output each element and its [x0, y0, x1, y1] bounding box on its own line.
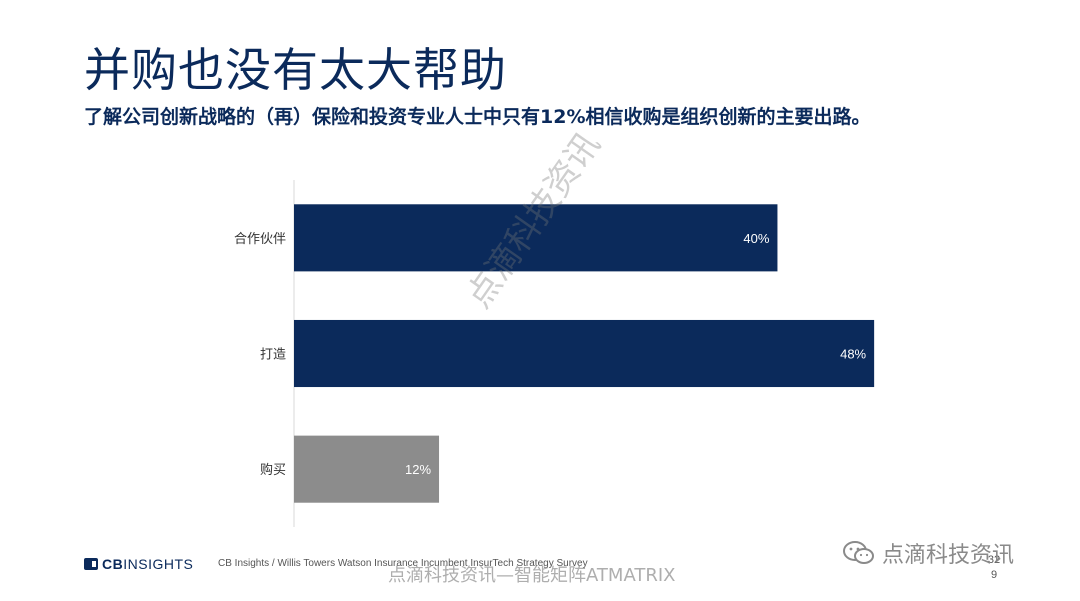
page-number: 32 9	[986, 553, 1002, 583]
category-label-1: 合作伙伴	[234, 232, 286, 247]
logo-cb-text: CB	[102, 556, 124, 572]
category-label-2: 打造	[260, 348, 286, 363]
page-number-line: 32	[987, 554, 1001, 566]
bar-1	[294, 204, 778, 272]
wechat-account-name: 点滴科技资讯	[882, 543, 1015, 568]
logo-insights-text: INSIGHTS	[123, 556, 194, 572]
wechat-watermark: 点滴科技资讯	[842, 537, 1014, 569]
data-label-1: 40%	[743, 231, 769, 246]
data-label-3: 12%	[405, 462, 431, 477]
cb-insights-logo: CBINSIGHTS	[84, 556, 193, 572]
wechat-icon	[843, 541, 874, 564]
page-title: 并购也没有太大帮助	[84, 43, 507, 97]
bar-2	[294, 319, 875, 388]
source-note: CB Insights / Willis Towers Watson Insur…	[218, 558, 588, 569]
data-label-2: 48%	[840, 347, 866, 362]
page-subtitle: 了解公司创新战略的（再）保险和投资专业人士中只有12%相信收购是组织创新的主要出…	[84, 106, 871, 128]
cb-logo-icon	[84, 558, 98, 570]
page-number-line: 9	[990, 569, 998, 581]
bottom-watermark: 点滴科技资讯—智能矩阵ATMATRIX	[388, 565, 676, 586]
bar-3	[294, 435, 440, 503]
category-label-3: 购买	[260, 462, 286, 478]
